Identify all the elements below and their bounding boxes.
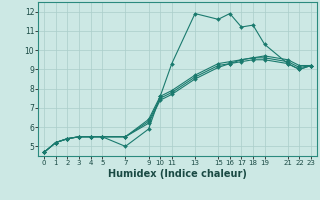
X-axis label: Humidex (Indice chaleur): Humidex (Indice chaleur): [108, 169, 247, 179]
